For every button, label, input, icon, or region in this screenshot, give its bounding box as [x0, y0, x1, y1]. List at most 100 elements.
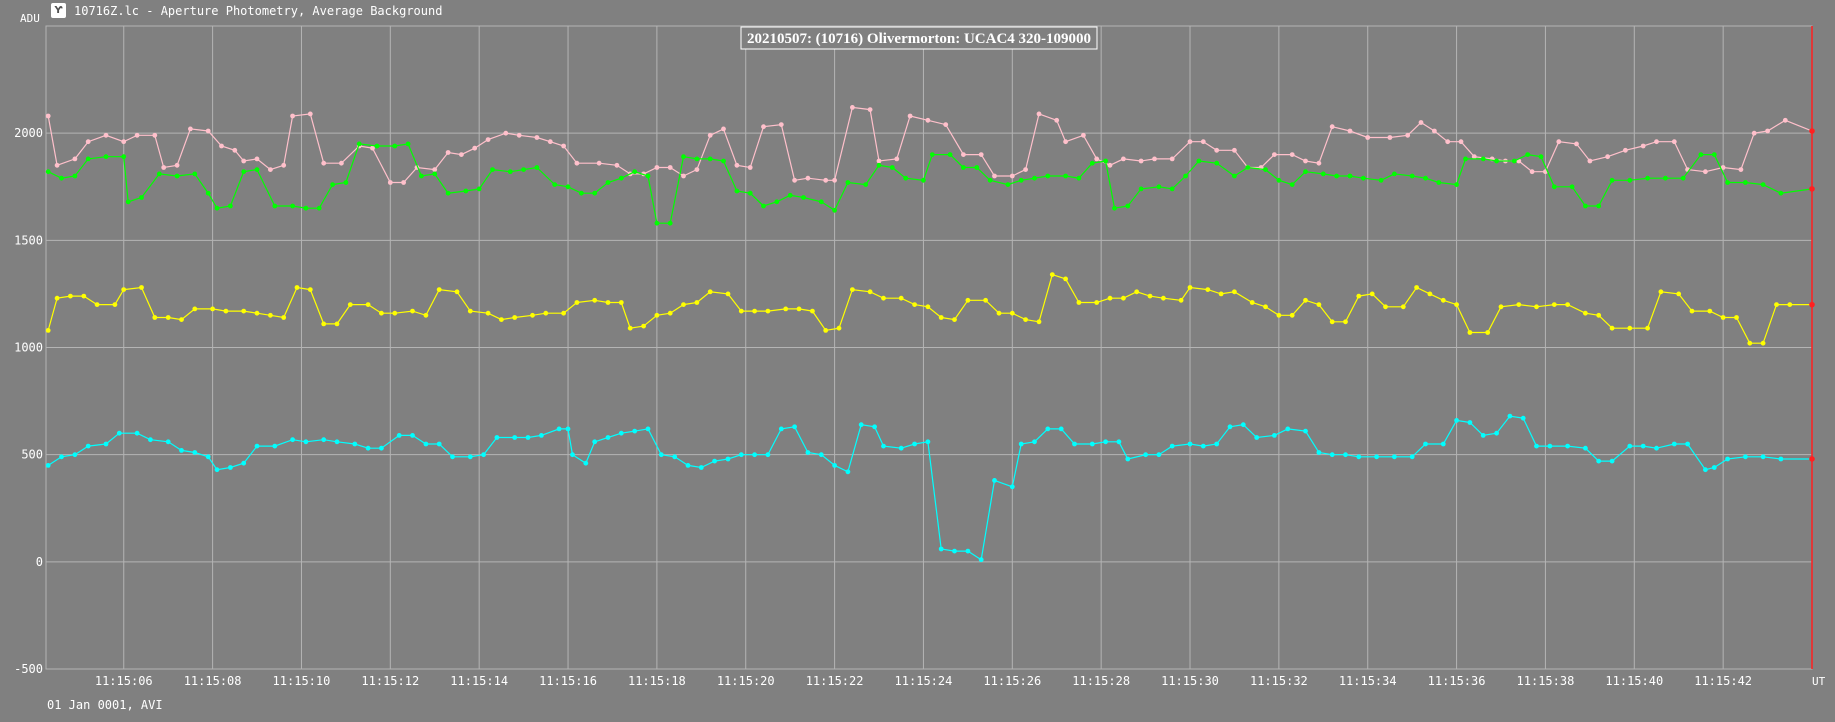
data-point [654, 220, 660, 226]
data-point [1036, 319, 1042, 325]
data-point [654, 312, 660, 318]
data-point [787, 192, 793, 198]
data-point [1445, 139, 1451, 145]
data-point [68, 293, 73, 299]
data-point [863, 182, 869, 188]
data-point [1418, 120, 1424, 125]
data-point [547, 139, 553, 145]
y-tick-label: 0 [36, 555, 43, 569]
data-point [592, 297, 598, 303]
data-point [1009, 173, 1015, 179]
data-point [1551, 184, 1557, 190]
data-point [1778, 190, 1784, 196]
data-point [881, 295, 886, 301]
data-point [845, 180, 851, 185]
data-point [512, 315, 518, 320]
data-point [352, 441, 358, 447]
data-point [281, 315, 287, 320]
data-point [561, 143, 566, 149]
data-point [1138, 158, 1144, 164]
data-point [1200, 139, 1206, 145]
current-position-marker[interactable] [1809, 26, 1815, 669]
data-point [174, 162, 180, 168]
data-point [485, 137, 491, 143]
data-point [192, 171, 198, 177]
data-point [1116, 439, 1122, 445]
x-tick-label: 11:15:42 [1694, 674, 1752, 688]
data-point [561, 310, 566, 316]
data-point [1751, 130, 1757, 136]
data-point [1587, 158, 1593, 164]
data-point [1747, 340, 1753, 346]
data-point [134, 132, 140, 138]
tangra-app-icon[interactable]: Ƴ [51, 3, 66, 18]
data-point [1623, 147, 1628, 153]
data-point [1036, 111, 1042, 117]
data-point [947, 152, 953, 158]
data-point [392, 310, 398, 316]
data-point [845, 469, 851, 475]
data-point [1343, 319, 1348, 325]
data-point [1289, 182, 1295, 188]
data-point [681, 302, 686, 307]
data-point [307, 287, 313, 292]
data-point [494, 435, 500, 440]
data-point [539, 433, 544, 438]
data-point [81, 293, 87, 299]
data-point [530, 312, 535, 318]
data-point [618, 300, 624, 305]
data-point [1596, 312, 1602, 318]
data-point [347, 302, 353, 307]
data-point [632, 428, 638, 434]
data-point [152, 132, 158, 138]
data-point [139, 195, 144, 200]
data-point [738, 452, 744, 458]
data-point [1303, 297, 1308, 303]
data-point [254, 310, 260, 316]
data-point [321, 321, 327, 327]
title-bar: Ƴ 10716Z.lc - Aperture Photometry, Avera… [0, 0, 1835, 24]
data-point [1152, 156, 1157, 162]
data-point [1094, 156, 1100, 162]
data-point [45, 113, 51, 119]
data-point [232, 147, 238, 153]
data-point [1720, 315, 1726, 320]
data-point [556, 426, 562, 432]
data-point [525, 435, 531, 440]
data-point [685, 463, 691, 468]
x-tick-label: 11:15:22 [806, 674, 864, 688]
data-point [592, 439, 598, 445]
data-point [161, 165, 167, 170]
data-point [912, 302, 917, 307]
data-point [1463, 156, 1468, 162]
data-point [419, 173, 424, 179]
data-point [925, 439, 931, 445]
data-point [1569, 184, 1575, 190]
x-tick-label: 11:15:20 [717, 674, 775, 688]
data-point [214, 205, 220, 211]
data-point [667, 310, 673, 316]
data-point [1009, 484, 1015, 490]
data-point [1654, 139, 1659, 145]
data-point [694, 156, 700, 162]
data-point [223, 308, 229, 314]
data-point [1169, 443, 1175, 449]
data-point [1480, 156, 1486, 162]
data-point [929, 152, 935, 158]
data-point [712, 458, 717, 464]
data-point [1583, 310, 1588, 316]
data-point [1227, 424, 1233, 430]
data-point [1134, 289, 1140, 295]
data-point [1094, 300, 1100, 305]
data-point [823, 328, 829, 333]
x-tick-label: 11:15:18 [628, 674, 686, 688]
x-tick-label: 11:15:28 [1072, 674, 1130, 688]
data-point [45, 328, 51, 333]
data-point [605, 180, 611, 185]
x-tick-label: 11:15:16 [539, 674, 597, 688]
x-tick-label: 11:15:08 [184, 674, 242, 688]
data-point [112, 302, 118, 307]
data-point [1565, 302, 1570, 307]
data-point [1725, 456, 1730, 462]
